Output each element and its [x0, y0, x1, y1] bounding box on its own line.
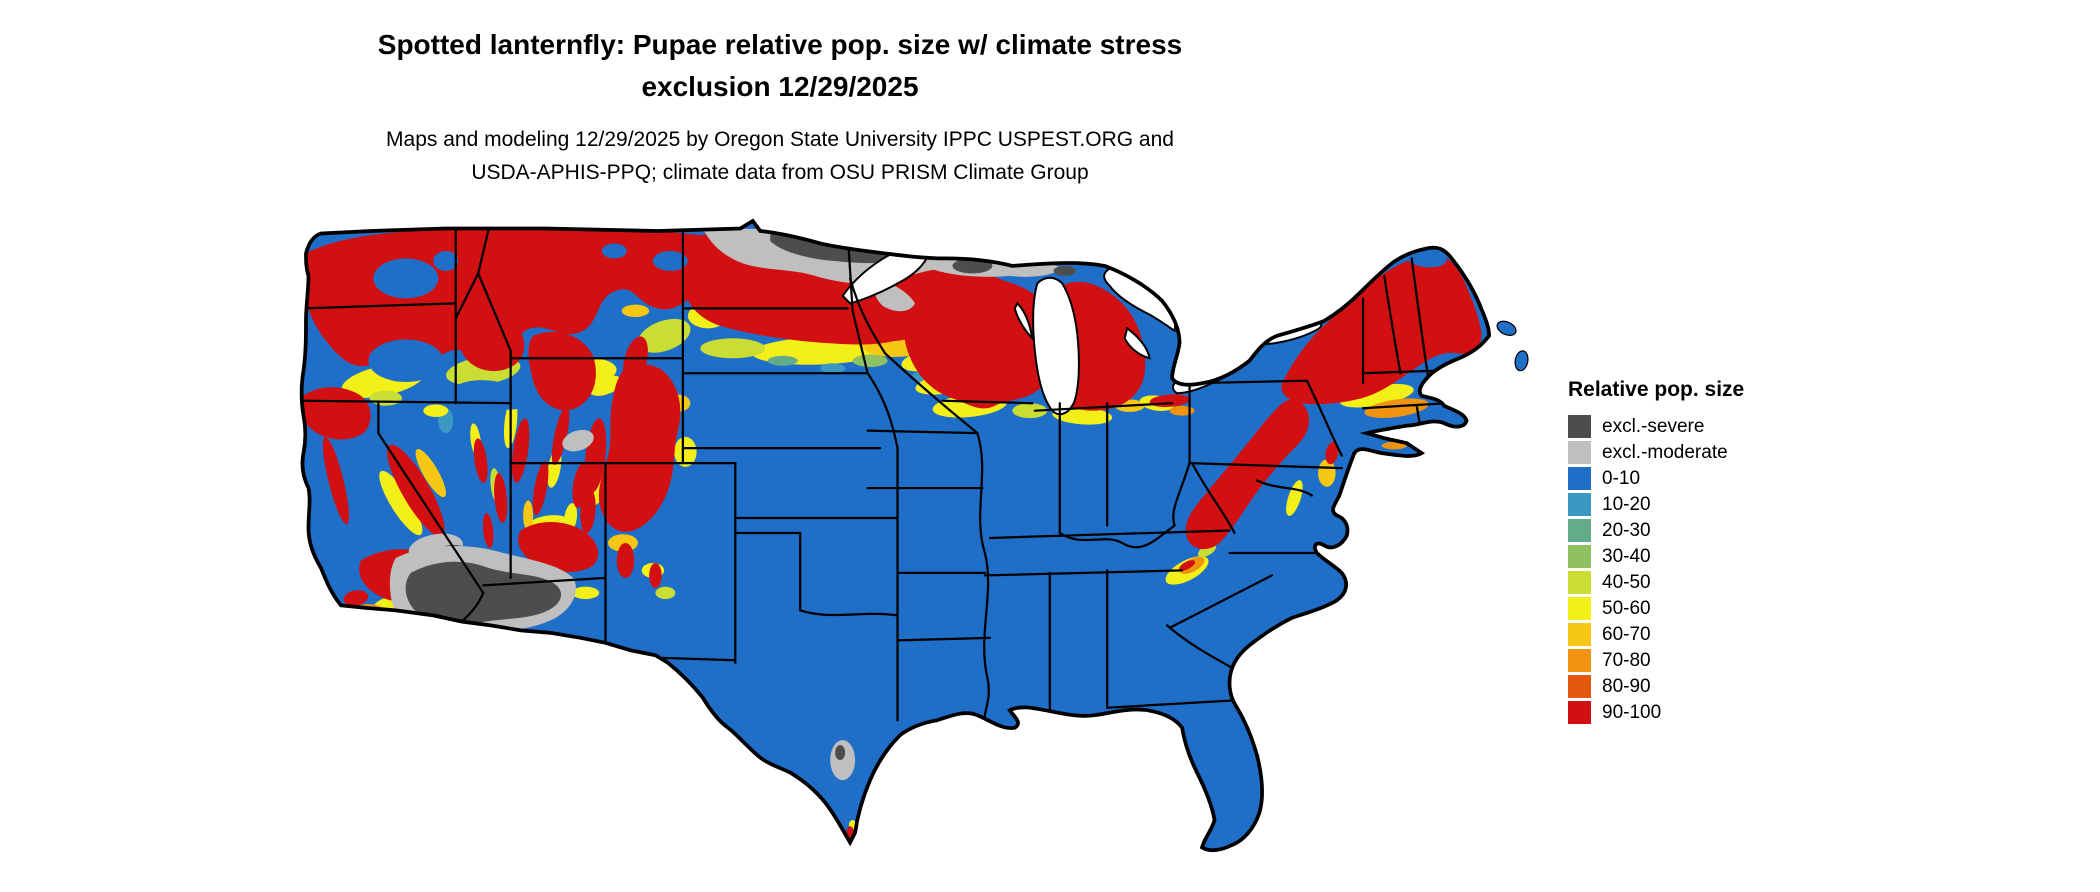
- legend-item-v40_50: 40-50: [1568, 571, 1888, 594]
- legend-swatch: [1568, 571, 1591, 594]
- legend-swatch: [1568, 701, 1591, 724]
- low-risk-patches: [344, 243, 1447, 527]
- figure-subtitle: Maps and modeling 12/29/2025 by Oregon S…: [0, 124, 1560, 189]
- legend-label: 40-50: [1602, 572, 1651, 593]
- legend-label: 50-60: [1602, 598, 1651, 619]
- legend-label: 0-10: [1602, 468, 1641, 489]
- offshore-fragments: [1496, 320, 1529, 372]
- legend-label: excl.-severe: [1602, 416, 1705, 437]
- figure-subtitle-line1: Maps and modeling 12/29/2025 by Oregon S…: [386, 128, 1174, 151]
- legend-label: 20-30: [1602, 520, 1651, 541]
- legend-title: Relative pop. size: [1568, 378, 1745, 401]
- legend-item-v90_100: 90-100: [1568, 701, 1888, 724]
- legend-label: 80-90: [1602, 676, 1651, 697]
- lake-michigan: [1032, 276, 1080, 416]
- state-borders: [301, 227, 1448, 724]
- legend-swatch: [1568, 649, 1591, 672]
- legend-item-excl_moderate: excl.-moderate: [1568, 441, 1888, 464]
- legend-item-v50_60: 50-60: [1568, 597, 1888, 620]
- figure-header: Spotted lanternfly: Pupae relative pop. …: [0, 24, 1560, 189]
- legend-items: excl.-severe excl.-moderate 0-10 10-20 20-30…: [1568, 415, 1888, 724]
- figure-title-line1: Spotted lanternfly: Pupae relative pop. …: [377, 29, 1183, 60]
- legend-label: excl.-moderate: [1602, 442, 1728, 463]
- legend-item-v60_70: 60-70: [1568, 623, 1888, 646]
- legend-label: 90-100: [1602, 702, 1662, 723]
- legend-swatch: [1568, 545, 1591, 568]
- us-map-svg: [299, 218, 1529, 853]
- legend: Relative pop. size excl.-severe excl.-mod…: [1568, 378, 1888, 727]
- legend-swatch: [1568, 519, 1591, 542]
- legend-item-v0_10: 0-10: [1568, 467, 1888, 490]
- legend-swatch: [1568, 467, 1591, 490]
- green-bay: [1013, 301, 1034, 342]
- legend-swatch: [1568, 415, 1591, 438]
- legend-swatch: [1568, 493, 1591, 516]
- legend-swatch: [1568, 675, 1591, 698]
- legend-label: 30-40: [1602, 546, 1651, 567]
- us-choropleth-map: [296, 196, 1544, 860]
- saginaw-bay: [1123, 326, 1151, 360]
- legend-label: 70-80: [1602, 650, 1651, 671]
- figure-subtitle-line2: USDA-APHIS-PPQ; climate data from OSU PR…: [471, 160, 1089, 184]
- legend-swatch: [1568, 597, 1591, 620]
- us-outline: [299, 218, 1491, 853]
- figure-title-line2: exclusion 12/29/2025: [641, 71, 919, 102]
- legend-label: 10-20: [1602, 494, 1651, 515]
- legend-label: 60-70: [1602, 624, 1651, 645]
- legend-item-v80_90: 80-90: [1568, 675, 1888, 698]
- legend-swatch: [1568, 623, 1591, 646]
- legend-item-excl_severe: excl.-severe: [1568, 415, 1888, 438]
- legend-item-v10_20: 10-20: [1568, 493, 1888, 516]
- legend-item-v30_40: 30-40: [1568, 545, 1888, 568]
- legend-item-v70_80: 70-80: [1568, 649, 1888, 672]
- figure-title: Spotted lanternfly: Pupae relative pop. …: [0, 24, 1560, 108]
- legend-swatch: [1568, 441, 1591, 464]
- legend-item-v20_30: 20-30: [1568, 519, 1888, 542]
